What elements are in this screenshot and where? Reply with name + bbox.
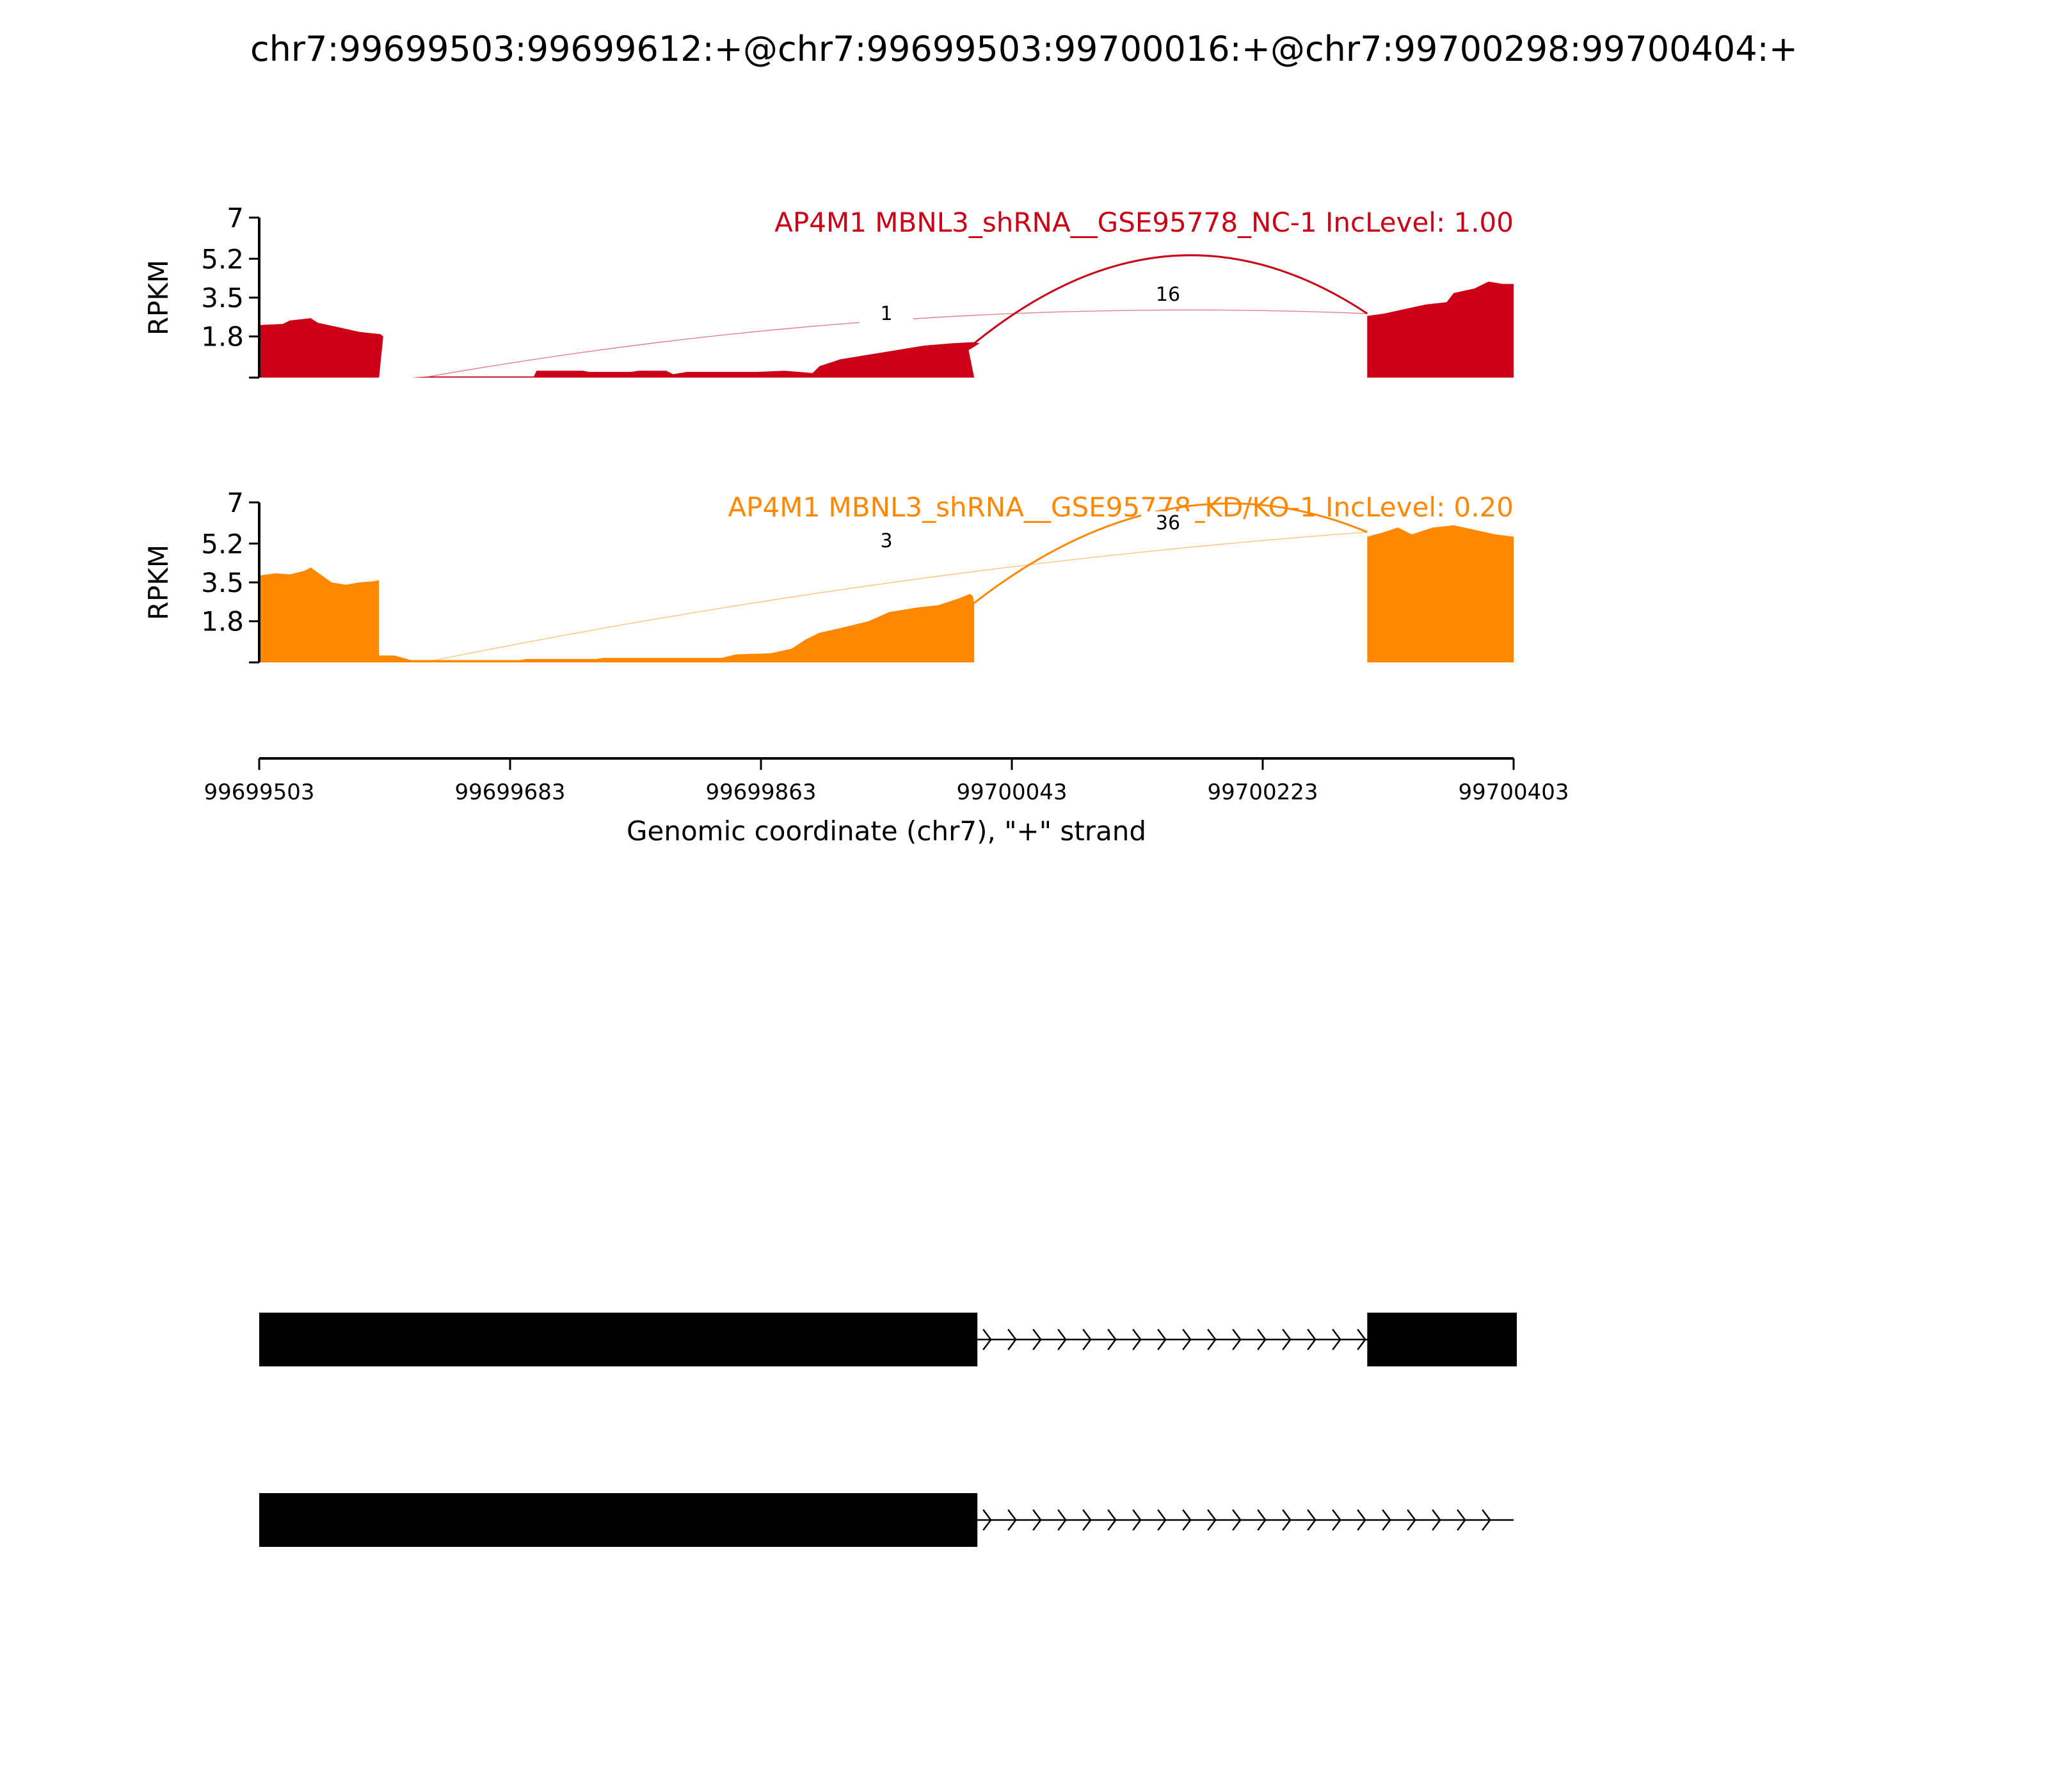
strand-chevron <box>1332 1509 1341 1531</box>
strand-chevron <box>1282 1509 1292 1531</box>
strand-chevron <box>1207 1329 1217 1350</box>
y-axis-title: RPKM <box>143 260 174 335</box>
x-tick-label: 99699503 <box>204 780 314 805</box>
strand-chevron <box>1182 1509 1192 1531</box>
y-tick-label: 7 <box>227 487 244 518</box>
strand-chevron <box>1232 1329 1242 1350</box>
strand-chevron <box>1357 1329 1366 1350</box>
y-tick-label: 1.8 <box>201 606 244 637</box>
strand-chevron <box>1332 1329 1341 1350</box>
strand-chevron <box>1457 1509 1466 1531</box>
strand-chevron <box>1357 1509 1366 1531</box>
gene-models <box>259 1313 1517 1547</box>
x-tick-label: 99699683 <box>454 780 565 805</box>
strand-chevron <box>1057 1509 1067 1531</box>
gene-model <box>259 1313 1517 1366</box>
y-tick-label: 1.8 <box>201 321 244 353</box>
y-tick-label: 5.2 <box>201 528 244 559</box>
y-tick-label: 5.2 <box>201 243 244 275</box>
strand-chevron <box>1432 1509 1441 1531</box>
strand-chevron <box>1132 1329 1142 1350</box>
strand-chevron <box>1257 1509 1267 1531</box>
strand-chevron <box>1307 1329 1316 1350</box>
gene-model <box>259 1493 1514 1547</box>
strand-chevron <box>1082 1509 1092 1531</box>
coverage-track: 7 5.2 3.5 1.8 RPKM AP4M1 MBNL3_shRNA__GSE9577… <box>143 487 1514 664</box>
strand-chevron <box>1307 1509 1316 1531</box>
strand-chevron <box>1082 1329 1092 1350</box>
exon-block <box>259 1493 978 1547</box>
strand-chevron <box>1282 1329 1292 1350</box>
exon-block <box>259 1313 978 1366</box>
strand-chevron <box>1207 1509 1217 1531</box>
strand-chevron <box>1007 1509 1017 1531</box>
junction-count: 1 <box>880 303 892 325</box>
strand-chevron <box>1157 1329 1167 1350</box>
junction-count: 16 <box>1156 284 1180 306</box>
strand-chevron <box>1057 1329 1067 1350</box>
x-tick-label: 99700403 <box>1458 780 1569 805</box>
strand-chevron <box>1407 1509 1416 1531</box>
strand-chevron <box>1107 1329 1117 1350</box>
junction-label-bg <box>860 302 913 326</box>
coverage-area <box>259 282 1514 378</box>
strand-chevron <box>1182 1329 1192 1350</box>
strand-chevron <box>1382 1509 1391 1531</box>
y-tick-label: 7 <box>227 202 244 234</box>
junction-count: 36 <box>1156 512 1180 534</box>
exon-block <box>1367 1313 1517 1366</box>
strand-chevron <box>1007 1329 1017 1350</box>
strand-chevron <box>1132 1509 1142 1531</box>
track-label: AP4M1 MBNL3_shRNA__GSE95778_NC-1 IncLeve… <box>774 207 1514 238</box>
coverage-area <box>259 525 1514 662</box>
junction-label-bg <box>1141 511 1195 536</box>
junction-arc <box>973 254 1368 344</box>
coverage-track: 7 5.2 3.5 1.8 RPKM AP4M1 MBNL3_shRNA__GSE9577… <box>143 202 1514 379</box>
x-tick-label: 99699863 <box>705 780 816 805</box>
strand-chevron <box>982 1509 992 1531</box>
strand-chevron <box>1157 1509 1167 1531</box>
strand-chevron <box>1257 1329 1267 1350</box>
y-tick-label: 3.5 <box>201 567 244 598</box>
x-axis: 99699503 99699683 99699863 99700043 99700223… <box>204 757 1569 847</box>
strand-chevron <box>1032 1329 1042 1350</box>
junction-arc <box>430 531 1368 662</box>
y-axis-title: RPKM <box>143 545 174 620</box>
strand-chevron <box>982 1329 992 1350</box>
junction-count: 3 <box>880 530 892 552</box>
x-axis-title: Genomic coordinate (chr7), "+" strand <box>627 815 1146 847</box>
junction-label-bg <box>860 529 913 554</box>
strand-chevron <box>1032 1509 1042 1531</box>
junction-arc <box>973 502 1368 604</box>
track-label: AP4M1 MBNL3_shRNA__GSE95778_KD/KO-1 IncL… <box>728 492 1514 523</box>
x-tick-label: 99700223 <box>1207 780 1318 805</box>
strand-chevron <box>1232 1509 1242 1531</box>
x-tick-label: 99700043 <box>956 780 1067 805</box>
strand-chevron <box>1107 1509 1117 1531</box>
y-tick-label: 3.5 <box>201 282 244 314</box>
coverage-tracks: 7 5.2 3.5 1.8 RPKM AP4M1 MBNL3_shRNA__GSE9577… <box>143 202 1514 664</box>
junction-label-bg <box>1141 283 1195 307</box>
strand-chevron <box>1482 1509 1491 1531</box>
chart-title: chr7:99699503:99699612:+@chr7:99699503:9… <box>250 29 1798 69</box>
